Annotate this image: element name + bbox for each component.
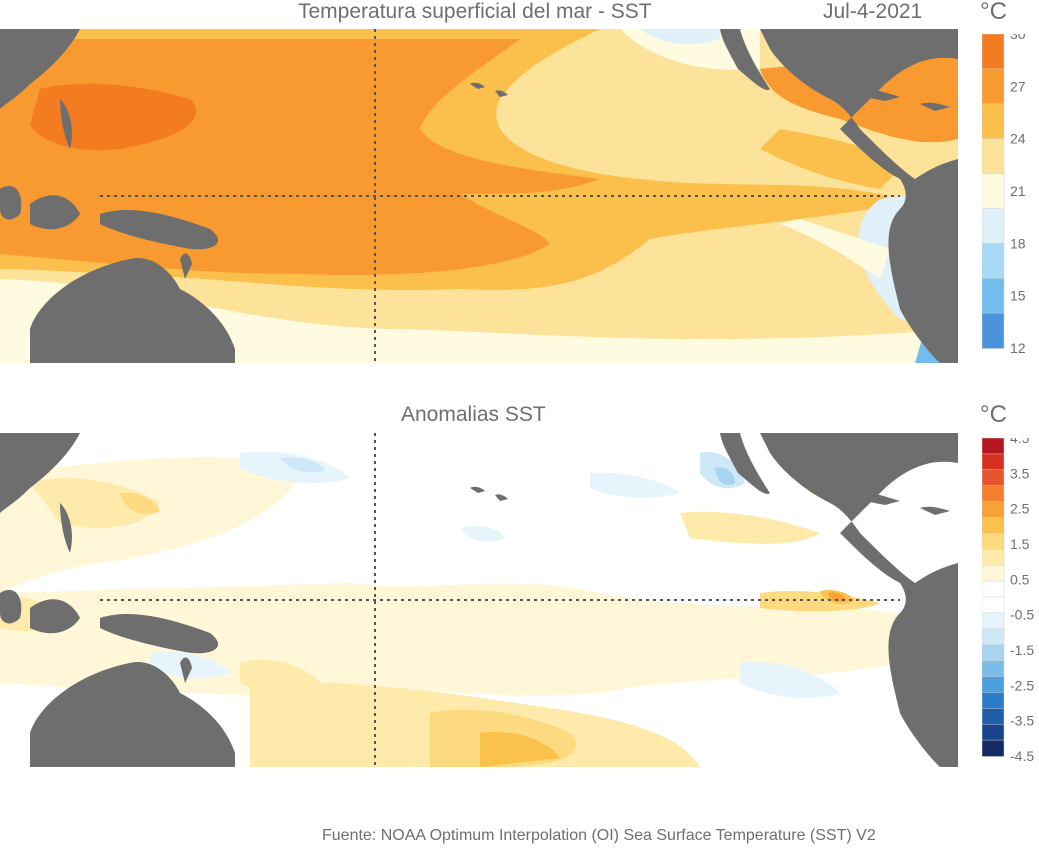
colorbar-swatch: [982, 173, 1005, 210]
colorbar-tick-label: 15: [1010, 288, 1026, 304]
anomaly-map: [0, 433, 958, 767]
map-date: Jul-4-2021: [823, 0, 923, 23]
colorbar-swatch: [982, 612, 1005, 630]
land-masses: [0, 433, 958, 767]
colorbar-swatch: [982, 533, 1005, 551]
colorbar-swatch: [982, 277, 1005, 314]
colorbar-swatch: [982, 68, 1005, 105]
colorbar-tick-label: 27: [1010, 78, 1026, 94]
colorbar-swatch: [982, 644, 1005, 662]
colorbar-swatch: [982, 138, 1005, 175]
colorbar-swatch: [982, 596, 1005, 614]
colorbar-swatch: [982, 580, 1005, 598]
colorbar-swatch: [982, 660, 1005, 678]
colorbar-swatch: [982, 517, 1005, 535]
colorbar-tick-label: -0.5: [1010, 607, 1034, 623]
colorbar-swatch: [982, 103, 1005, 140]
colorbar-tick-label: 4.5: [1010, 438, 1030, 446]
colorbar-tick-label: 2.5: [1010, 501, 1030, 517]
land-masses: [0, 29, 958, 363]
colorbar-swatch: [982, 549, 1005, 566]
anomaly-colorbar: 4.5 3.5 2.5 1.5 0.5 -0.5 -1.5 -2.5 -3.5 -4.5: [982, 438, 1034, 763]
colorbar-tick-label: 30: [1010, 34, 1026, 42]
colorbar-swatch: [982, 485, 1005, 503]
anomaly-field: [0, 433, 958, 767]
colorbar-swatch: [982, 628, 1005, 646]
colorbar-tick-label: -3.5: [1010, 713, 1034, 729]
sst-field: [0, 29, 958, 363]
sst-unit-label: °C: [980, 0, 1007, 25]
colorbar-tick-label: 3.5: [1010, 465, 1030, 481]
colorbar-swatch: [982, 708, 1005, 725]
anomaly-map-title: Anomalias SST: [401, 403, 546, 426]
colorbar-tick-label: 24: [1010, 131, 1026, 147]
anomaly-unit-label: °C: [980, 401, 1007, 428]
colorbar-swatch: [982, 438, 1005, 455]
colorbar-swatch: [982, 469, 1005, 487]
data-source-caption: Fuente: NOAA Optimum Interpolation (OI) …: [322, 827, 876, 844]
sst-map-title: Temperatura superficial del mar - SST: [298, 0, 652, 23]
colorbar-tick-label: 1.5: [1010, 536, 1030, 552]
colorbar-swatch: [982, 208, 1005, 245]
colorbar-swatch: [982, 453, 1005, 471]
colorbar-swatch: [982, 312, 1005, 349]
colorbar-tick-label: -1.5: [1010, 642, 1034, 658]
colorbar-swatch: [982, 739, 1005, 757]
colorbar-swatch: [982, 564, 1005, 582]
colorbar-swatch: [982, 723, 1005, 741]
colorbar-swatch: [982, 501, 1005, 519]
colorbar-tick-label: 18: [1010, 235, 1026, 251]
colorbar-tick-label: -2.5: [1010, 677, 1034, 693]
colorbar-tick-label: -4.5: [1010, 748, 1034, 763]
sst-colorbar: 30 27 24 21 18 15 12: [982, 34, 1026, 356]
colorbar-tick-label: 12: [1010, 340, 1026, 356]
colorbar-swatch: [982, 243, 1005, 279]
colorbar-tick-label: 0.5: [1010, 571, 1030, 587]
colorbar-swatch: [982, 692, 1005, 710]
colorbar-tick-label: 21: [1010, 183, 1026, 199]
sst-map: [0, 29, 958, 363]
colorbar-swatch: [982, 676, 1005, 694]
colorbar-swatch: [982, 34, 1005, 70]
